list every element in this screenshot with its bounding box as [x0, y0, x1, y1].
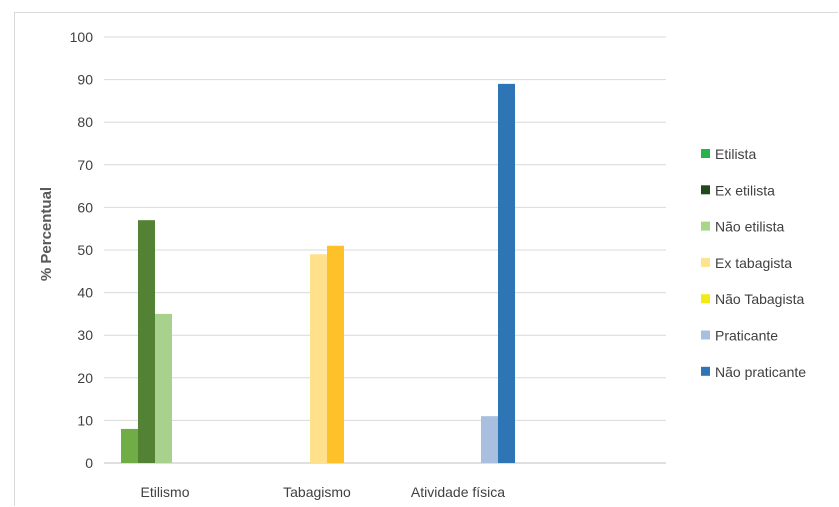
legend-swatch	[701, 185, 710, 195]
legend-swatch	[701, 257, 710, 267]
legend-swatch	[701, 330, 710, 340]
y-tick-label: 90	[77, 72, 93, 88]
y-tick-label: 60	[77, 199, 93, 215]
x-category-label: Etilismo	[140, 484, 189, 500]
chart-frame	[14, 12, 838, 506]
legend-swatch	[701, 366, 710, 376]
x-axis-categories: Etilismo Tabagismo Atividade física	[140, 484, 505, 500]
x-category-label: Tabagismo	[283, 484, 351, 500]
bar-ex-etilista	[138, 220, 155, 463]
legend: Etilista Ex etilista Não etilista Ex tabagi…	[701, 146, 806, 380]
y-tick-label: 0	[85, 455, 93, 471]
y-tick-label: 10	[77, 412, 93, 428]
y-tick-label: 30	[77, 327, 93, 343]
bar-n-o-praticante	[498, 83, 515, 464]
legend-swatch	[701, 221, 710, 231]
legend-label: Etilista	[715, 146, 756, 162]
bar-n-o-tabagista	[327, 245, 344, 463]
legend-swatch	[701, 149, 710, 158]
bar-etilista	[121, 428, 138, 463]
legend-label: Não etilista	[715, 219, 784, 235]
bar-n-o-etilista	[155, 313, 172, 463]
y-tick-label: 20	[77, 370, 93, 386]
bar-ex-tabagista	[310, 254, 327, 463]
bar-praticante	[481, 416, 498, 463]
bars	[121, 83, 515, 464]
legend-label: Ex etilista	[715, 182, 775, 198]
y-axis-ticks: 0 10 20 30 40 50 60 70 80 90 100	[70, 29, 94, 471]
y-axis-title: % Percentual	[38, 187, 55, 281]
legend-label: Não Tabagista	[715, 291, 804, 307]
gridlines	[104, 36, 666, 464]
y-tick-label: 40	[77, 285, 93, 301]
legend-label: Não praticante	[715, 364, 806, 380]
y-tick-label: 70	[77, 157, 93, 173]
y-tick-label: 100	[70, 29, 94, 45]
y-tick-label: 50	[77, 242, 93, 258]
legend-label: Praticante	[715, 328, 778, 344]
y-tick-label: 80	[77, 114, 93, 130]
legend-swatch	[701, 294, 710, 304]
legend-label: Ex tabagista	[715, 255, 792, 271]
x-category-label: Atividade física	[411, 484, 505, 500]
